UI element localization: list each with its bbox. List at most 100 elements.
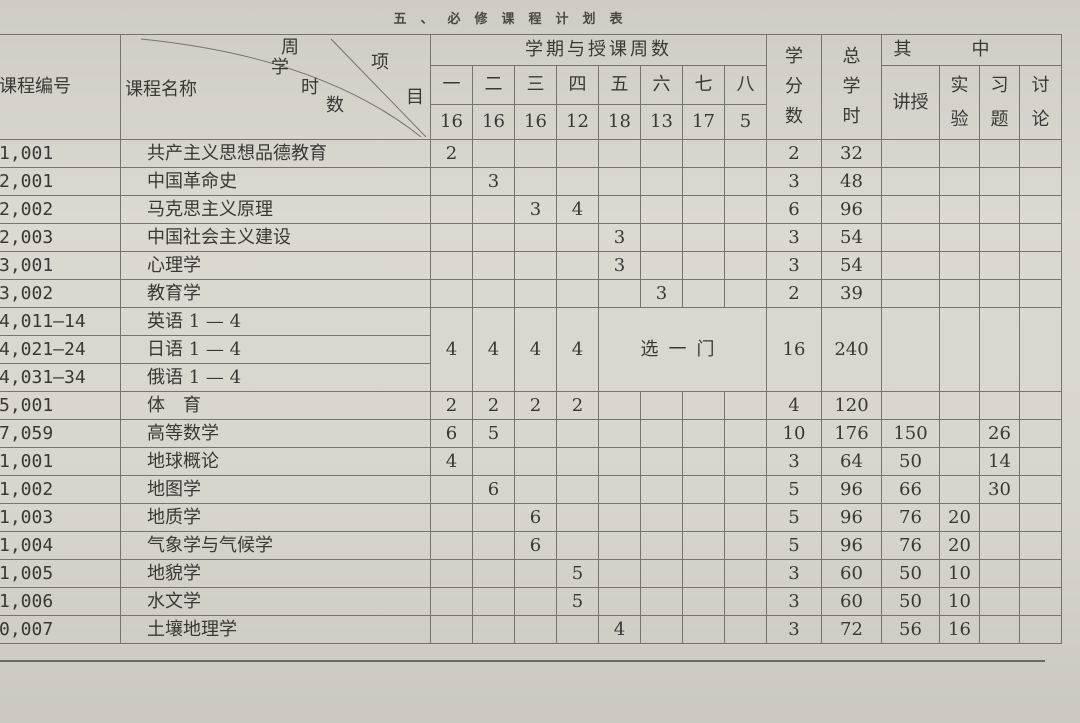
semester-hours (598, 475, 641, 504)
semester-hours (472, 615, 515, 644)
total-hours: 96 (821, 475, 882, 504)
semester-hours: 3 (640, 279, 683, 308)
breakdown-cell (939, 475, 980, 504)
course-code: 1,004 (0, 531, 121, 560)
semester-hours: 3 (598, 251, 641, 280)
semester-hours (682, 195, 725, 224)
semester-hours (472, 559, 515, 588)
breakdown-cell (939, 139, 980, 168)
course-code: 2,002 (0, 195, 121, 224)
header-breakdown-group: 其中 (881, 34, 1062, 66)
semester-hours (430, 279, 473, 308)
semester-hours (640, 503, 683, 532)
breakdown-cell: 66 (881, 475, 940, 504)
breakdown-cell (979, 223, 1020, 252)
table-row: 1,004 气象学与气候学 6 5 96 76 20 (0, 531, 1062, 560)
breakdown-header: 习题 (979, 65, 1020, 140)
table-row: 2,001 中国革命史 3 3 48 (0, 167, 1062, 196)
semester-hours (598, 503, 641, 532)
breakdown-cell (939, 251, 980, 280)
semester-hours (556, 475, 599, 504)
semester-hours (556, 447, 599, 476)
course-name: 日语 1 — 4 (120, 335, 431, 364)
diag-label: 时 (301, 77, 319, 98)
semester-hours: 2 (430, 139, 473, 168)
course-name: 教育学 (120, 279, 431, 308)
table-bottom-rule (0, 660, 1045, 662)
course-code: 2,003 (0, 223, 121, 252)
course-name: 水文学 (120, 587, 431, 616)
semester-hours (430, 223, 473, 252)
semester-hours (472, 503, 515, 532)
semester-hours (724, 279, 767, 308)
header-name-diagonal: 课程名称 周 学 时 数 项 目 (120, 34, 431, 140)
table-row: 4,021—24 日语 1 — 4 (0, 335, 1062, 364)
semester-hours (430, 559, 473, 588)
table-row: 5,001 体 育 2 2 2 2 4 120 (0, 391, 1062, 420)
breakdown-cell: 10 (939, 559, 980, 588)
semester-hours (682, 531, 725, 560)
total-hours: 60 (821, 559, 882, 588)
semester-label: 七 (682, 65, 725, 105)
course-name: 马克思主义原理 (120, 195, 431, 224)
semester-hours (556, 251, 599, 280)
semester-hours (724, 391, 767, 420)
breakdown-cell: 56 (881, 615, 940, 644)
semester-hours (640, 139, 683, 168)
diag-label: 数 (326, 95, 344, 116)
breakdown-cell: 30 (979, 475, 1020, 504)
total-hours: 96 (821, 195, 882, 224)
course-code: 4,031—34 (0, 363, 121, 392)
breakdown-cell (939, 223, 980, 252)
table-row: 1,006 水文学 5 3 60 50 10 (0, 587, 1062, 616)
semester-hours (682, 279, 725, 308)
breakdown-cell (979, 279, 1020, 308)
semester-weeks: 5 (724, 104, 767, 140)
breakdown-cell (1019, 447, 1062, 476)
semester-weeks: 13 (640, 104, 683, 140)
breakdown-cell (1019, 503, 1062, 532)
breakdown-cell (979, 391, 1020, 420)
credits: 16 (766, 307, 822, 392)
semester-hours (514, 447, 557, 476)
table-row: 1,005 地貌学 5 3 60 50 10 (0, 559, 1062, 588)
semester-hours (724, 251, 767, 280)
semester-hours (430, 195, 473, 224)
semester-hours (514, 475, 557, 504)
credits: 3 (766, 223, 822, 252)
course-code: 5,001 (0, 391, 121, 420)
breakdown-cell: 16 (939, 615, 980, 644)
course-name: 中国社会主义建设 (120, 223, 431, 252)
semester-hours: 2 (556, 391, 599, 420)
course-code: 1,001 (0, 139, 121, 168)
semester-hours (598, 195, 641, 224)
breakdown-cell (1019, 223, 1062, 252)
semester-hours (598, 139, 641, 168)
semester-hours: 4 (556, 307, 599, 392)
semester-hours (598, 391, 641, 420)
breakdown-cell (979, 559, 1020, 588)
semester-hours (682, 139, 725, 168)
breakdown-cell: 76 (881, 503, 940, 532)
total-hours: 72 (821, 615, 882, 644)
semester-hours (514, 419, 557, 448)
total-hours: 54 (821, 251, 882, 280)
table-row: 0,007 土壤地理学 4 3 72 56 16 (0, 615, 1062, 644)
semester-hours: 3 (472, 167, 515, 196)
breakdown-cell (939, 447, 980, 476)
semester-hours (640, 391, 683, 420)
breakdown-cell (1019, 475, 1062, 504)
course-plan-table: 课程编号 课程名称 周 学 时 数 项 目 学期与授课周数 学分数 总学时 其中… (0, 34, 1062, 644)
total-hours: 48 (821, 167, 882, 196)
breakdown-cell (881, 279, 940, 308)
table-row: 2,003 中国社会主义建设 3 3 54 (0, 223, 1062, 252)
semester-hours: 4 (430, 307, 473, 392)
semester-weeks: 16 (514, 104, 557, 140)
semester-hours (598, 447, 641, 476)
semester-hours (598, 419, 641, 448)
total-hours: 240 (821, 307, 882, 392)
semester-hours: 2 (430, 391, 473, 420)
semester-hours (682, 223, 725, 252)
breakdown-cell: 20 (939, 503, 980, 532)
semester-hours (556, 279, 599, 308)
